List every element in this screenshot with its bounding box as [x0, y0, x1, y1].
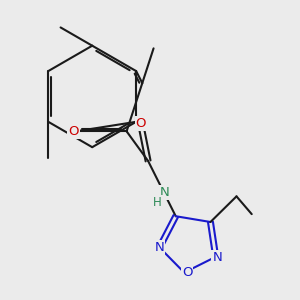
- Text: H: H: [153, 196, 162, 208]
- Text: O: O: [136, 117, 146, 130]
- Text: N: N: [212, 251, 222, 264]
- Text: N: N: [154, 241, 164, 254]
- Text: O: O: [182, 266, 192, 279]
- Text: N: N: [160, 186, 170, 200]
- Text: O: O: [68, 125, 79, 138]
